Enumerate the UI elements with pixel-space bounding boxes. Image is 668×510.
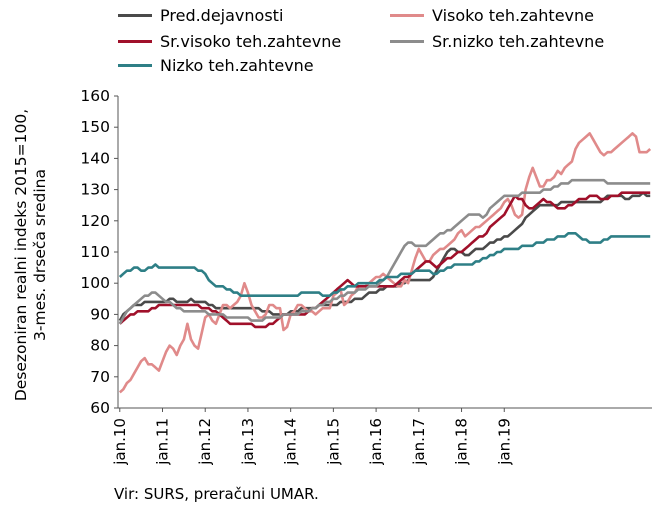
x-tick-label: jan.13 (239, 418, 257, 466)
y-tick-label: 140 (80, 149, 110, 167)
y-tick-label: 60 (90, 399, 110, 417)
x-tick-label: jan.19 (495, 418, 513, 466)
x-tick-label: jan.16 (367, 418, 385, 466)
x-axis: jan.10 jan.11 jan.12 jan.13 jan.14 jan.15 jan.… (111, 408, 513, 466)
y-tick-label: 110 (80, 243, 110, 261)
y-axis: 60 70 80 90 100 110 120 130 140 150 160 (80, 87, 118, 417)
legend-swatch (390, 14, 424, 17)
x-tick-label: jan.14 (282, 418, 300, 466)
series-line-0 (118, 191, 651, 322)
y-axis-label: Desezoniran realni indeks 2015=100, 3-me… (12, 105, 50, 405)
y-tick-label: 90 (90, 305, 110, 323)
legend-label: Sr.visoko teh.zahtevne (160, 32, 342, 51)
legend-item: Nizko teh.zahtevne (118, 56, 314, 75)
legend-label: Pred.dejavnosti (160, 6, 284, 25)
series-line-4 (118, 232, 651, 298)
x-tick-label: jan.15 (324, 418, 342, 466)
legend: Pred.dejavnosti Visoko teh.zahtevne Sr.v… (0, 2, 668, 80)
series-line-2 (118, 191, 651, 329)
y-tick-label: 130 (80, 181, 110, 199)
legend-item: Pred.dejavnosti (118, 6, 283, 25)
y-tick-label: 150 (80, 118, 110, 136)
source-note: Vir: SURS, preračuni UMAR. (114, 485, 319, 503)
series-lines (118, 132, 652, 394)
x-tick-label: jan.17 (410, 418, 428, 466)
x-tick-label: jan.18 (453, 418, 471, 466)
y-tick-label: 100 (80, 274, 110, 292)
x-tick-label: jan.12 (196, 418, 214, 466)
x-tick-label: jan.11 (154, 418, 172, 466)
legend-label: Sr.nizko teh.zahtevne (432, 32, 605, 51)
legend-swatch (118, 64, 152, 67)
legend-swatch (118, 40, 152, 43)
y-tick-label: 120 (80, 212, 110, 230)
y-tick-label: 160 (80, 87, 110, 105)
series-line-1 (118, 132, 652, 394)
legend-label: Visoko teh.zahtevne (432, 6, 594, 25)
y-tick-label: 70 (90, 368, 110, 386)
y-axis-label-line1: Desezoniran realni indeks 2015=100, (12, 108, 30, 402)
legend-item: Sr.nizko teh.zahtevne (390, 32, 604, 51)
legend-item: Visoko teh.zahtevne (390, 6, 594, 25)
y-tick-label: 80 (90, 337, 110, 355)
x-tick-label: jan.10 (111, 418, 129, 466)
plot-area (117, 96, 652, 409)
legend-swatch (118, 14, 152, 17)
legend-swatch (390, 40, 424, 43)
legend-item: Sr.visoko teh.zahtevne (118, 32, 341, 51)
y-axis-label-line2: 3-mes. drseča sredina (31, 169, 49, 341)
legend-label: Nizko teh.zahtevne (160, 56, 314, 75)
